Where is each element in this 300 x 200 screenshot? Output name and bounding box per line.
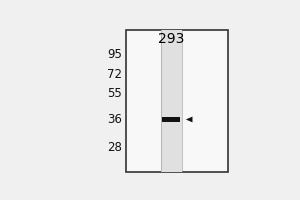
Text: 36: 36 bbox=[107, 113, 122, 126]
Polygon shape bbox=[186, 117, 193, 122]
Bar bbox=[126, 30, 228, 172]
Text: 55: 55 bbox=[108, 87, 122, 100]
Text: 28: 28 bbox=[107, 141, 122, 154]
Bar bbox=[163, 117, 180, 122]
Bar bbox=[161, 30, 182, 172]
Text: 95: 95 bbox=[107, 48, 122, 61]
Text: 72: 72 bbox=[107, 68, 122, 81]
Text: 293: 293 bbox=[158, 32, 184, 46]
